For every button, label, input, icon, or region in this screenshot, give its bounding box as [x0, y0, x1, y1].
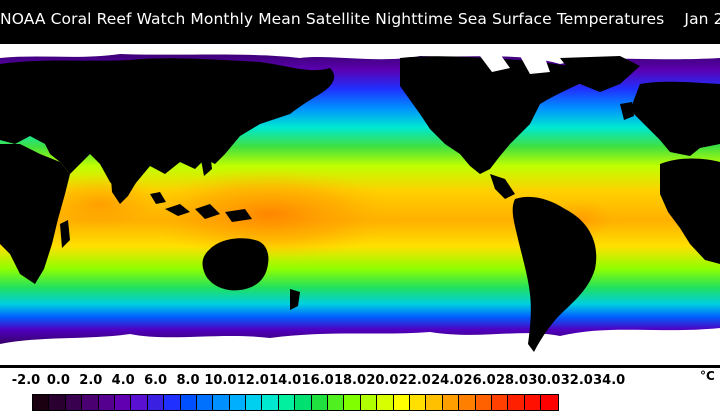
legend-tick-label: 30.0 — [528, 373, 561, 388]
legend-swatch — [65, 395, 83, 410]
legend-tick-label: 32.0 — [560, 373, 593, 388]
color-legend: -2.0 0.0 2.0 4.0 6.0 8.0 10.0 12.0 14.0 16.0 18.0 2… — [0, 368, 720, 411]
legend-swatch — [33, 395, 50, 410]
legend-swatch — [82, 395, 99, 410]
legend-tick-label: 0.0 — [46, 373, 70, 388]
legend-tick-label: 6.0 — [144, 373, 168, 388]
legend-tick-label: 18.0 — [333, 373, 367, 388]
legend-tick-label: 14.0 — [269, 373, 302, 388]
legend-swatch — [98, 395, 115, 410]
legend-swatch — [541, 395, 558, 410]
legend-swatch — [524, 395, 542, 410]
indonesia-land — [150, 192, 252, 222]
eurasia-land — [0, 58, 335, 195]
legend-swatch — [262, 395, 279, 410]
legend-swatch — [114, 395, 132, 410]
legend-swatch — [442, 395, 460, 410]
legend-swatch — [311, 395, 329, 410]
legend-swatch — [229, 395, 247, 410]
legend-swatch — [246, 395, 263, 410]
legend-tick-label: 10.0 — [204, 373, 237, 388]
india-land — [110, 162, 140, 204]
legend-swatch — [426, 395, 443, 410]
legend-tick-label: 22.0 — [398, 373, 431, 388]
legend-swatch — [180, 395, 197, 410]
legend-tick-label: 2.0 — [79, 373, 103, 388]
south-america-land — [512, 196, 597, 352]
legend-swatch — [393, 395, 410, 410]
greenland-land — [560, 56, 640, 92]
north-america-land — [400, 56, 600, 174]
legend-tick-label: 28.0 — [495, 373, 529, 388]
legend-tick-label: 4.0 — [111, 373, 135, 388]
legend-swatch — [344, 395, 361, 410]
legend-swatch — [164, 395, 181, 410]
legend-tick-label: -2.0 — [11, 373, 41, 388]
africa-land — [0, 144, 70, 284]
legend-swatch — [196, 395, 214, 410]
legend-tick-label: 34.0 — [593, 373, 626, 388]
europe-land — [630, 81, 720, 156]
legend-tick-label: 16.0 — [301, 373, 334, 388]
legend-tick-label: 8.0 — [176, 373, 200, 388]
legend-swatch — [491, 395, 509, 410]
colorbar — [32, 394, 559, 411]
legend-swatch — [377, 395, 394, 410]
legend-swatch — [475, 395, 492, 410]
legend-tick-label: 26.0 — [463, 373, 496, 388]
sst-map — [0, 44, 720, 365]
west-africa-land — [660, 158, 720, 264]
legend-swatch — [508, 395, 525, 410]
legend-swatch — [409, 395, 427, 410]
legend-tick-label: 20.0 — [366, 373, 399, 388]
legend-swatch — [459, 395, 476, 410]
legend-swatch — [295, 395, 312, 410]
legend-swatch — [360, 395, 378, 410]
australia-land — [202, 238, 269, 291]
legend-tick-label: 12.0 — [236, 373, 269, 388]
unit-label: °C — [700, 369, 715, 383]
title-bar: NOAA Coral Reef Watch Monthly Mean Satel… — [0, 0, 720, 44]
legend-swatch — [328, 395, 345, 410]
legend-swatch — [147, 395, 165, 410]
legend-tick-label: 24.0 — [431, 373, 464, 388]
legend-swatch — [49, 395, 66, 410]
legend-swatch — [131, 395, 148, 410]
map-title: NOAA Coral Reef Watch Monthly Mean Satel… — [0, 10, 720, 28]
legend-swatch — [213, 395, 230, 410]
legend-swatch — [278, 395, 296, 410]
